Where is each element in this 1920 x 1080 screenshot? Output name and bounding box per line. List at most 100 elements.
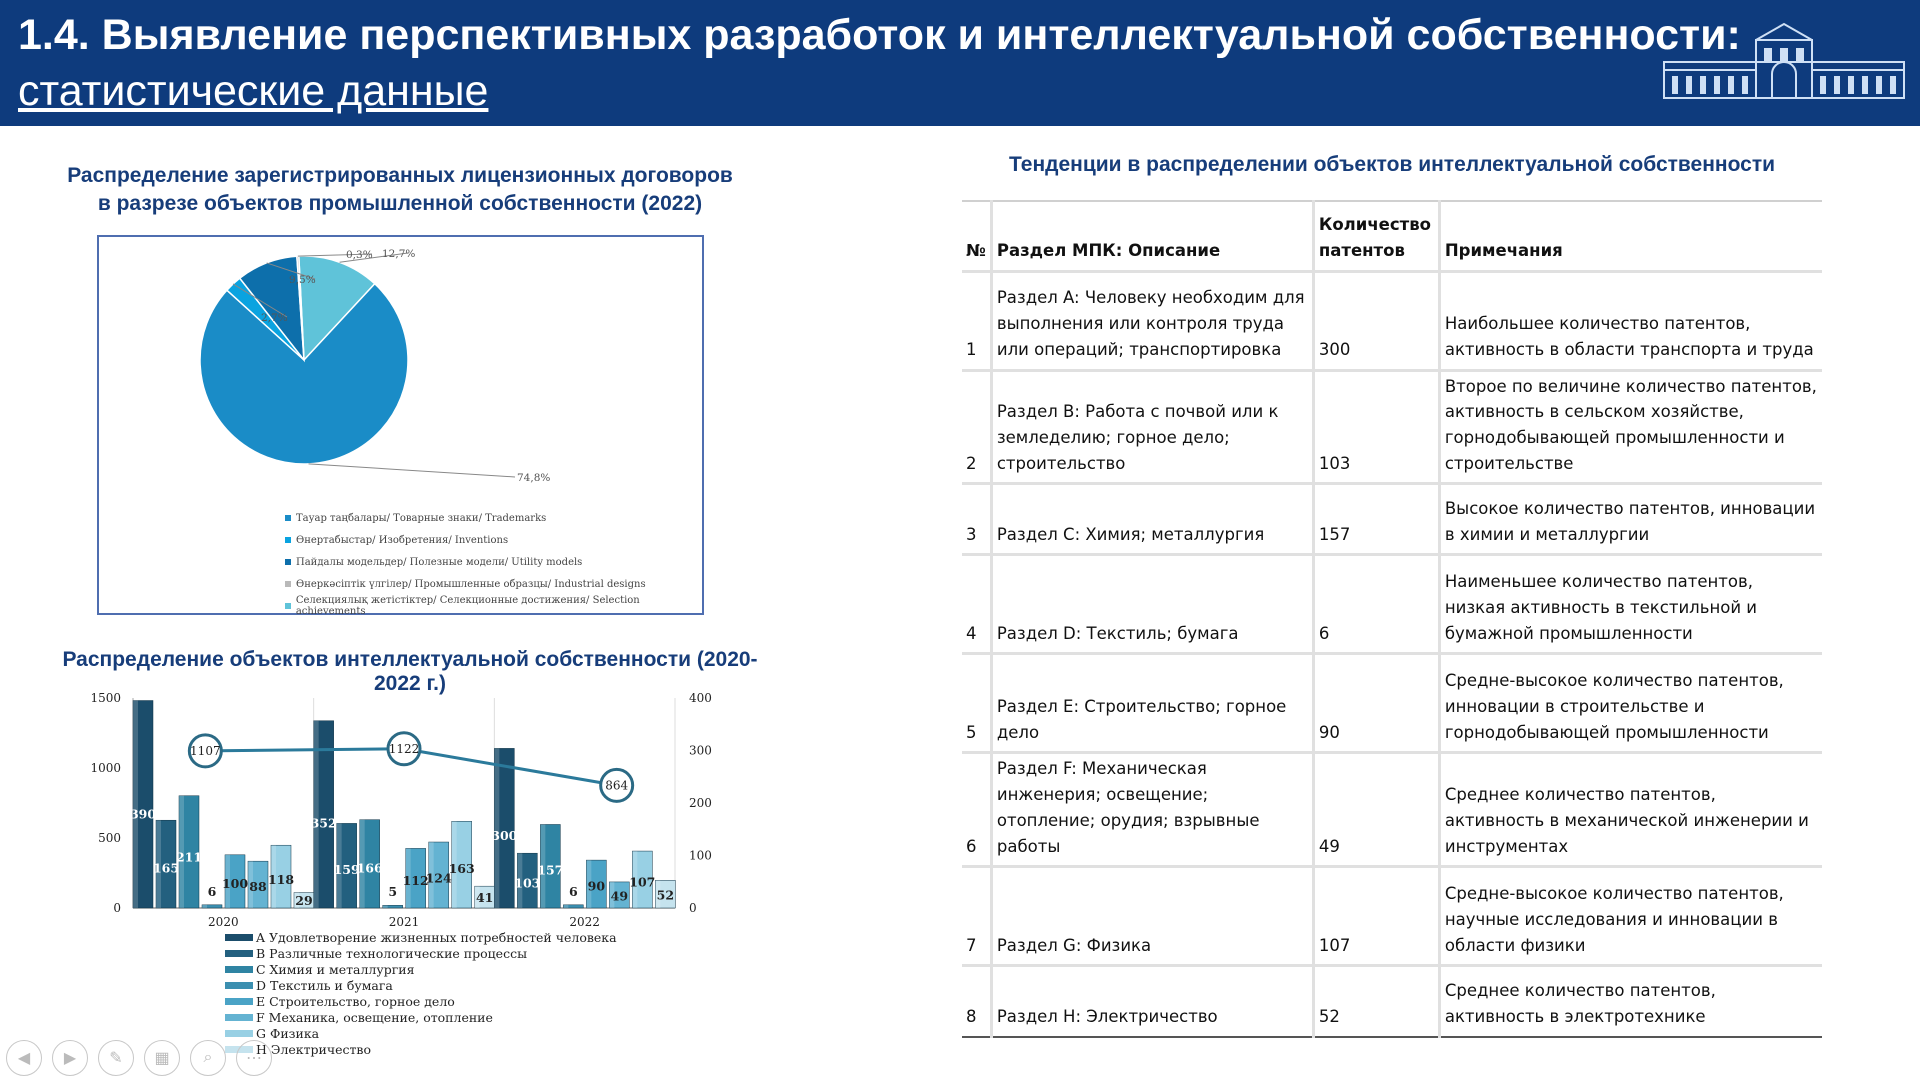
bar [201, 904, 223, 909]
table-row: 4 Раздел D: Текстиль; бумага 6 Наименьшее к… [962, 554, 1822, 656]
legend-label: D Текстиль и бумага [256, 977, 393, 993]
legend-swatch [225, 933, 253, 941]
pen-icon[interactable]: ✎ [98, 1040, 134, 1076]
table-body: 1 Раздел A: Человеку необходим для выполн… [962, 271, 1822, 1038]
cell-count: 49 [1313, 752, 1441, 869]
cell-number: 4 [962, 554, 993, 656]
pie-slice [199, 282, 409, 465]
next-slide-icon[interactable]: ▶ [52, 1040, 88, 1076]
pie-title-line1: Распределение зарегистрированных лицензи… [67, 164, 733, 187]
legend-label: Өнертабыстар/ Изобретения/ Inventions [296, 534, 509, 546]
bar [586, 859, 607, 909]
patents-table: № Раздел МПК: Описание Количество патент… [962, 200, 1822, 1038]
legend-swatch [225, 1013, 253, 1021]
legend-label: G Физика [256, 1025, 320, 1041]
bar-highlight [313, 720, 319, 908]
bar-value-label: 107 [629, 874, 655, 889]
bar-value-label: 90 [588, 878, 606, 893]
table-header-row: № Раздел МПК: Описание Количество патент… [962, 200, 1822, 273]
legend-label: Өнеркәсіптік үлгілер/ Промышленные образ… [296, 578, 646, 590]
bar-highlight [540, 824, 546, 908]
cell-note: Среднее количество патентов, активность … [1439, 965, 1822, 1038]
bar-legend-item: D Текстиль и бумага [225, 977, 617, 993]
bar-highlight [405, 848, 411, 908]
bar-value-label: 49 [611, 888, 628, 903]
bar-highlight [359, 819, 365, 908]
pie-leader-line [266, 262, 316, 280]
bar [155, 819, 177, 909]
cell-count: 90 [1313, 653, 1441, 755]
grid-view-icon[interactable]: ▦ [144, 1040, 180, 1076]
pie-value-label: 0,3% [346, 249, 373, 261]
bar-value-label: 211 [176, 849, 202, 864]
cell-count: 52 [1313, 965, 1441, 1038]
university-building-logo-icon [1663, 22, 1905, 99]
legend-swatch [225, 965, 253, 973]
bar [359, 819, 380, 909]
cell-note: Среднее количество патентов, активность … [1439, 752, 1822, 869]
cell-number: 6 [962, 752, 993, 869]
pie-leader-line [308, 463, 516, 478]
bar [382, 905, 403, 909]
cell-note: Высокое количество патентов, инновации в… [1439, 483, 1822, 557]
table-row: 6 Раздел F: Механическая инженерия; освещ… [962, 752, 1822, 869]
bar-highlight [655, 880, 661, 908]
bar [132, 700, 154, 909]
totals-marker [386, 731, 422, 767]
bar-legend-item: E Строительство, горное дело [225, 993, 617, 1009]
header-count: Количество патентов [1313, 200, 1441, 273]
pie-value-label: 12,7% [382, 248, 415, 260]
slide-subtitle-link[interactable]: статистические данные [18, 67, 489, 115]
bar-highlight [248, 861, 253, 908]
bar-highlight [632, 851, 638, 908]
bar-highlight [336, 823, 342, 908]
y-tick-right: 300 [689, 744, 712, 758]
legend-swatch [225, 949, 253, 957]
cell-count: 107 [1313, 866, 1441, 968]
cell-number: 3 [962, 483, 993, 557]
legend-label: H Электричество [256, 1041, 371, 1057]
y-tick-right: 400 [689, 691, 712, 705]
zoom-icon[interactable]: ⌕ [190, 1040, 226, 1076]
totals-label: 1107 [190, 744, 221, 758]
cell-section: Раздел C: Химия; металлургия [991, 483, 1315, 557]
legend-label: Селекциялық жетістіктер/ Селекционные до… [295, 595, 640, 617]
header-section: Раздел МПК: Описание [991, 200, 1315, 273]
bar-value-label: 157 [537, 862, 563, 877]
cell-number: 8 [962, 965, 993, 1038]
legend-label: E Строительство, горное дело [256, 993, 455, 1009]
bar [313, 720, 334, 909]
pie-leader-line [339, 252, 409, 263]
cell-number: 2 [962, 370, 993, 486]
cell-section: Раздел F: Механическая инженерия; освеще… [991, 752, 1315, 869]
bar-highlight [133, 700, 138, 908]
bar [563, 904, 584, 909]
x-category-label: 2021 [389, 915, 420, 928]
header-number: № [962, 200, 993, 273]
bar-value-label: 159 [334, 862, 360, 877]
bar-value-label: 163 [449, 861, 475, 876]
bar-highlight [382, 905, 388, 908]
y-tick-left: 500 [98, 831, 121, 845]
legend-swatch [225, 981, 253, 989]
cell-count: 300 [1313, 271, 1441, 372]
bar-highlight [179, 795, 184, 908]
cell-count: 6 [1313, 554, 1441, 656]
legend-swatch [285, 559, 291, 565]
legend-swatch [285, 537, 291, 543]
bar-value-label: 41 [476, 890, 493, 905]
cell-count: 157 [1313, 483, 1441, 557]
pie-legend: Тауар таңбалары/ Товарные знаки/ Tradema… [285, 507, 702, 617]
bar-highlight [563, 904, 569, 908]
prev-slide-icon[interactable]: ◀ [6, 1040, 42, 1076]
bar [224, 854, 246, 909]
more-options-icon[interactable]: ⋯ [236, 1040, 272, 1076]
table-title: Тенденции в распределении объектов интел… [1008, 153, 1776, 176]
bar [451, 821, 472, 909]
bar [428, 841, 449, 909]
cell-number: 5 [962, 653, 993, 755]
slideshow-controls: ◀ ▶ ✎ ▦ ⌕ ⋯ [6, 1040, 272, 1076]
bar [494, 748, 515, 909]
bar-highlight [202, 904, 207, 908]
